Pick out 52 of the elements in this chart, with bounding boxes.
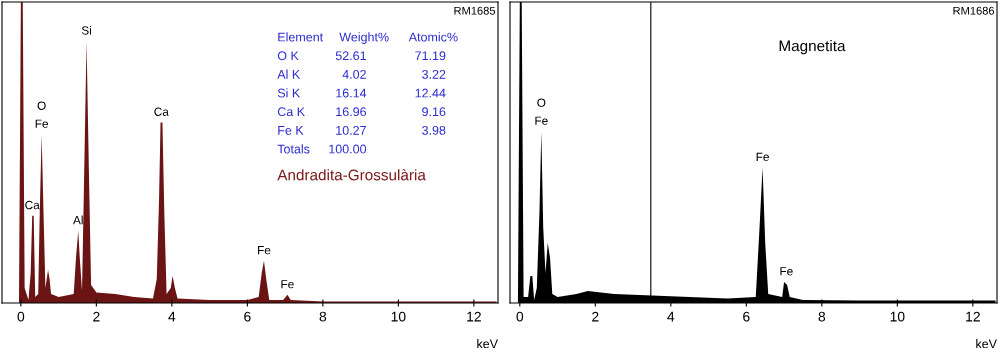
annotation: Ca (154, 107, 169, 116)
x-axis-title: keV (976, 339, 997, 348)
annotation: Ca K (277, 107, 305, 117)
annotation: 16.96 (336, 107, 367, 117)
annotation: 16.14 (336, 88, 367, 98)
annotation: 100.00 (329, 144, 367, 154)
annotation: O (37, 101, 46, 110)
x-tick-label: 12 (467, 311, 481, 322)
annotation: Totals (277, 144, 310, 154)
annotation: 71.19 (415, 51, 446, 61)
annotation: Andradita-Grossulària (277, 168, 426, 181)
annotation: Fe (281, 280, 294, 289)
x-tick-label: 2 (592, 311, 599, 322)
annotation: Fe K (278, 126, 304, 135)
annotation: RM1686 (953, 6, 995, 15)
x-tick-label: 8 (818, 311, 826, 322)
annotation: 3.22 (422, 69, 446, 79)
x-tick-label: 12 (966, 311, 980, 322)
x-tick-label: 6 (743, 311, 750, 322)
annotation: RM1685 (454, 6, 496, 15)
annotation: Si K (277, 88, 301, 98)
annotation: Fe (756, 152, 769, 162)
annotation: 12.44 (415, 88, 446, 98)
annotation: Al (73, 215, 83, 225)
x-tick-label: 10 (391, 311, 406, 322)
x-tick-label: 0 (516, 311, 524, 322)
annotation: Element (278, 32, 324, 42)
annotation: 9.16 (422, 107, 446, 117)
annotation: Atomic% (408, 32, 458, 42)
x-tick-label: 2 (93, 311, 100, 322)
x-tick-label: 6 (244, 311, 251, 322)
annotation: Fe (258, 246, 271, 255)
x-tick-label: 4 (667, 311, 675, 322)
x-tick-label: 4 (168, 311, 176, 322)
annotation: 10.27 (336, 125, 366, 135)
annotation: Ca (25, 200, 40, 210)
annotation: Al K (277, 69, 301, 79)
annotation: O (537, 98, 546, 107)
x-tick-label: 8 (319, 311, 327, 322)
annotation: Fe (535, 116, 548, 125)
annotation: Weight% (339, 32, 389, 44)
x-axis-title: keV (477, 339, 498, 348)
x-tick-label: 10 (890, 311, 905, 322)
annotation: Fe (35, 119, 48, 128)
annotation: Magnetita (779, 40, 846, 55)
annotation: Fe (780, 267, 793, 276)
x-tick-label: 0 (17, 311, 25, 322)
annotation: 52.61 (335, 51, 366, 61)
annotation: O K (277, 51, 299, 61)
annotation: 3.98 (422, 125, 446, 135)
annotation: 4.02 (342, 69, 366, 79)
annotation: Si (81, 25, 92, 35)
